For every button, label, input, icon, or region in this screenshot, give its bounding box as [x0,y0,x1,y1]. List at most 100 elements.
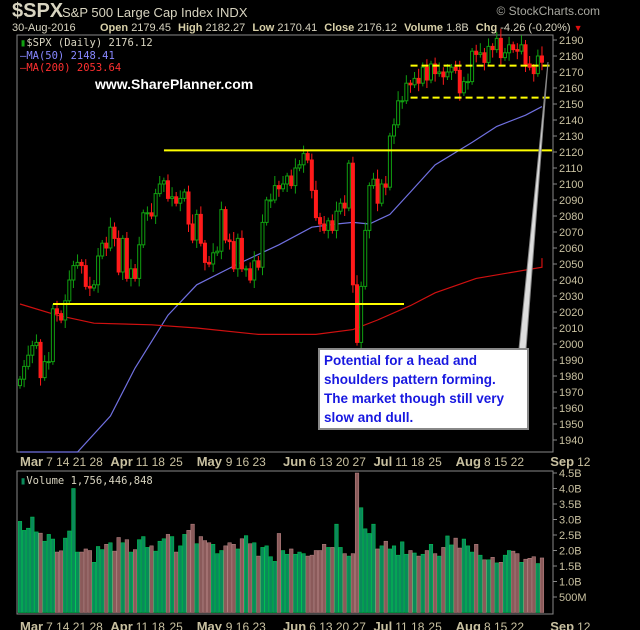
x-tick-label: 12 [577,455,591,469]
x-tick-label: 23 [252,455,266,469]
candle-body [350,162,355,286]
candle-body [202,242,207,263]
candle-body [359,285,364,343]
y-tick-label: 2130 [559,131,583,143]
volume-bar [104,544,109,613]
volume-bar [268,556,273,613]
y-tick-label: 1980 [559,371,583,383]
x-tick-label: 18 [411,620,425,630]
quote-date: 30-Aug-2016 [12,22,76,34]
y-tick-label: 1940 [559,435,583,447]
volume-bar [165,534,171,613]
candle-body [235,237,240,270]
volume-bar [531,556,536,613]
volume-tick-label: 2.5B [559,530,582,542]
candle-body [371,178,376,187]
x-tick-label: 6 [309,455,316,469]
volume-bar [482,559,487,613]
candle-body [305,153,310,161]
volume-bar [490,557,495,613]
x-tick-label: 25 [428,455,442,469]
candle-body [38,341,43,379]
volume-bar [178,545,183,613]
volume-bar [437,555,442,613]
annotation-box: Potential for a head and shoulders patte… [318,348,529,430]
quote-bar: Open 2179.45 High 2182.27 Low 2170.41 Cl… [96,22,583,35]
candle-body [400,100,405,103]
candle-body [75,261,80,267]
candle-body [124,237,129,279]
x-tick-label: 15 [494,455,508,469]
candle-body [334,210,339,231]
volume-bar [30,516,35,613]
candle-body [486,45,491,63]
volume-bar [280,550,286,613]
candle-body [326,220,331,231]
candle-body [539,55,544,63]
volume-bar [120,542,125,613]
ma200-line [19,258,543,335]
volume-bar [453,537,458,613]
candle-body [71,265,76,281]
volume-value: 1.8B [446,22,469,34]
volume-bar [449,544,454,613]
x-tick-label: May [197,454,223,469]
volume-bar [108,542,113,613]
candle-body [313,189,318,219]
volume-bar [502,554,508,613]
candle-body [22,365,27,380]
candle-body [161,180,166,185]
volume-bar [527,558,532,613]
x-tick-label: 13 [319,455,333,469]
volume-bar [519,562,524,613]
volume-bar [379,545,384,613]
candle-body [264,199,269,223]
copyright[interactable]: © StockCharts.com [496,4,600,18]
candle-body [223,209,228,241]
candle-body [507,44,512,54]
candle-body [174,196,179,204]
volume-bar [153,550,158,613]
x-tick-label: 14 [56,620,70,630]
candle-body [318,217,323,225]
candle-body [441,71,446,78]
candle-body [18,378,22,387]
x-tick-label: 6 [309,620,316,630]
y-tick-label: 1960 [559,403,583,415]
y-tick-label: 2150 [559,99,583,111]
volume-bar [83,548,88,613]
volume-bar [46,534,51,613]
x-tick-label: Mar [20,619,43,630]
volume-bar [276,533,281,613]
volume-bar [252,542,257,613]
candle-body [346,162,351,209]
volume-bar [63,537,68,613]
volume-panel-frame [16,470,554,615]
x-tick-label: 21 [73,620,87,630]
candle-body [375,178,380,204]
candle-body [46,361,51,364]
callout-pointer [518,61,549,350]
volume-bar [375,548,380,613]
x-tick-label: 25 [428,620,442,630]
volume-bar [424,550,429,613]
volume-bar [478,554,483,613]
x-tick-label: 18 [152,620,166,630]
candle-body [281,183,286,190]
x-tick-label: 11 [395,455,408,469]
volume-bar [322,544,327,613]
open-value: 2179.45 [131,22,171,34]
candle-body [239,237,244,270]
candle-body [170,196,175,199]
volume-bar [223,545,228,613]
volume-bar [367,533,372,613]
candle-body [59,313,64,321]
volume-bar [317,550,323,613]
candle-body [478,52,483,55]
x-tick-label: 20 [336,455,350,469]
volume-bar [272,561,277,613]
x-tick-label: 22 [511,455,525,469]
candle-body [194,213,199,241]
volume-bar [498,562,503,613]
x-tick-label: 9 [226,620,233,630]
